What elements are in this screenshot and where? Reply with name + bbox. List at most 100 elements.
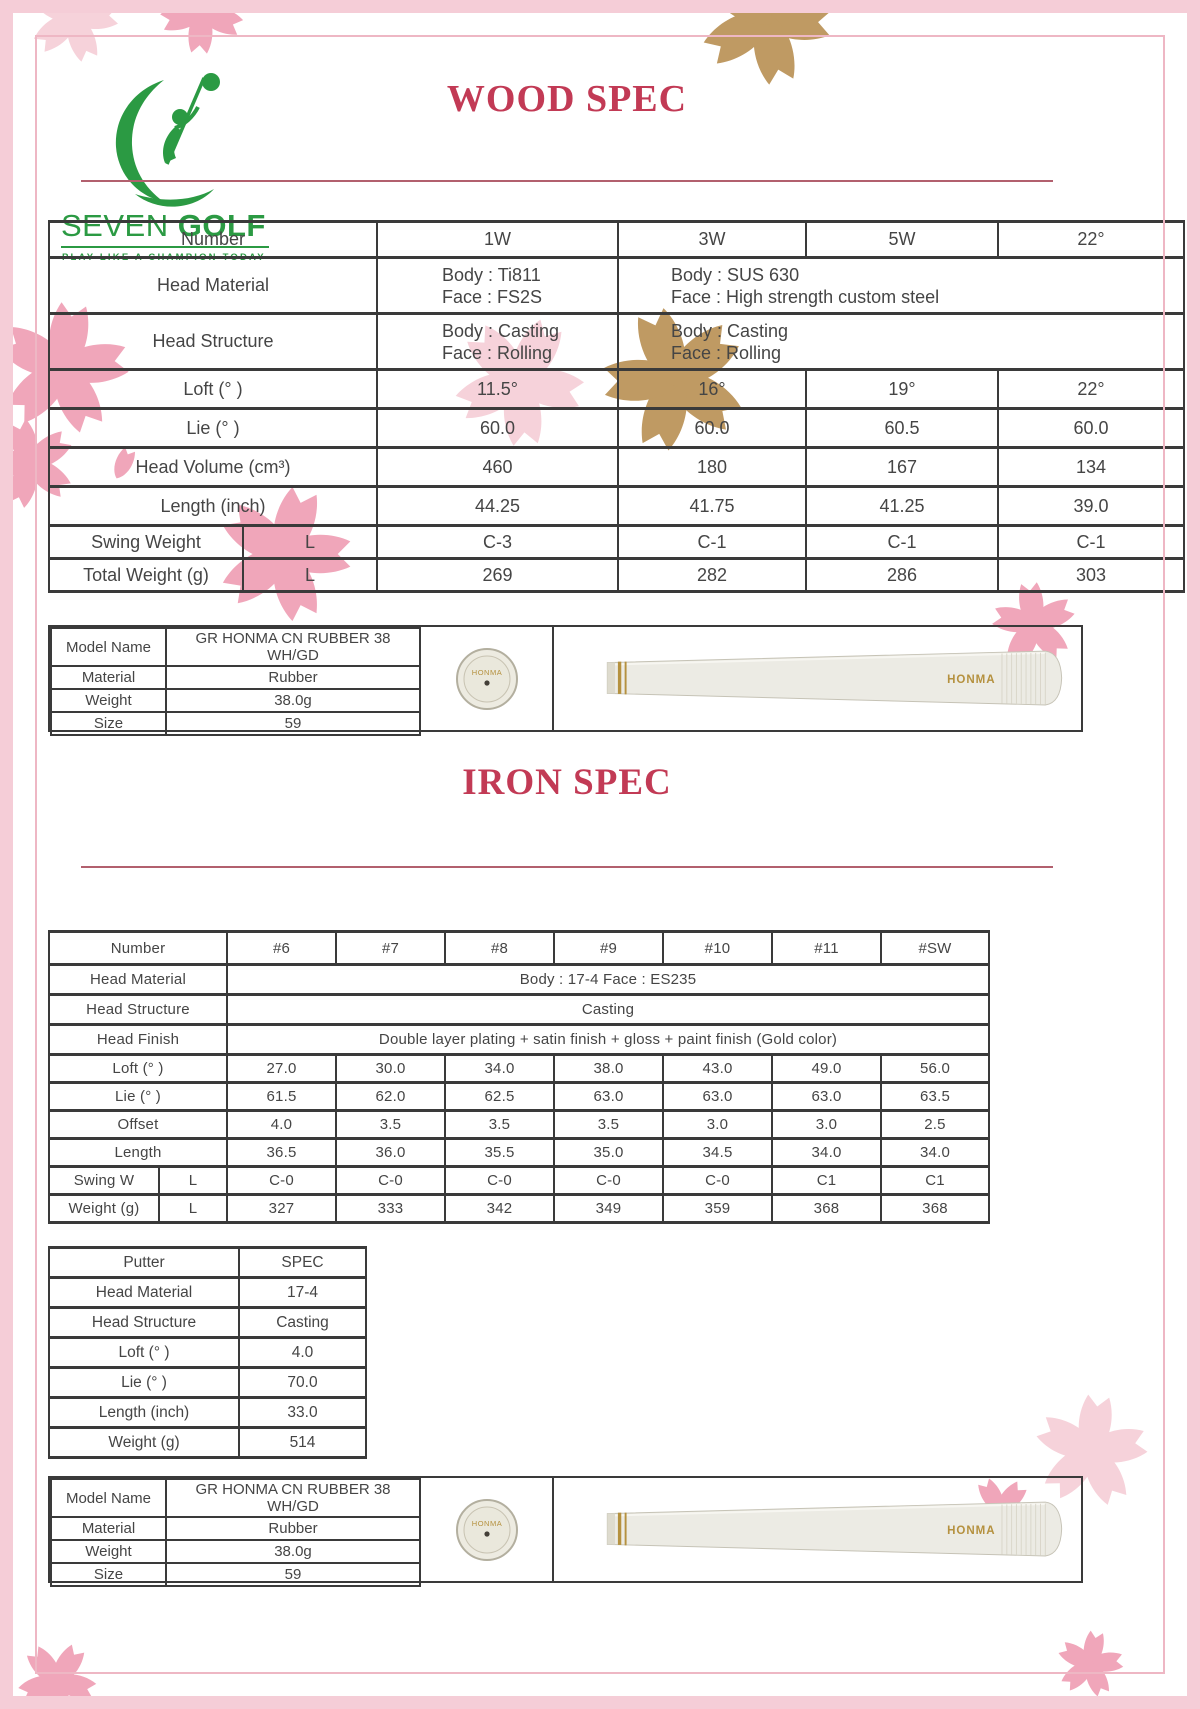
cell-weight: 359 xyxy=(662,1193,773,1224)
table-row: Loft (° ) 27.0 30.0 34.0 38.0 43.0 49.0 … xyxy=(48,1053,990,1084)
grip-cap-icon: HONMA xyxy=(455,647,518,710)
cell-head-structure-rest: Body : Casting Face : Rolling xyxy=(617,312,1185,371)
row-label: Weight xyxy=(50,688,167,713)
cell-loft: 49.0 xyxy=(771,1053,882,1084)
row-label: Length (inch) xyxy=(48,485,378,527)
grip-end-cap-image: HONMA xyxy=(421,627,554,730)
table-row: Weight 38.0g xyxy=(50,1539,421,1564)
row-label: Lie (° ) xyxy=(48,407,378,449)
cell-swing: C-0 xyxy=(553,1165,664,1196)
row-label: Head Structure xyxy=(48,1306,240,1339)
row-label: Head Structure xyxy=(48,993,228,1026)
cell-swing: C-3 xyxy=(376,524,619,560)
content-area: SEVEN GOLF PLAY LIKE A CHAMPION TODAY WO… xyxy=(13,13,1187,1696)
table-row: Swing W L C-0 C-0 C-0 C-0 C-0 C1 C1 xyxy=(48,1165,990,1196)
table-row: Total Weight (g) L 269 282 286 303 xyxy=(48,557,1185,593)
cell-loft: 56.0 xyxy=(880,1053,990,1084)
row-label: Head Material xyxy=(48,1276,240,1309)
table-row: Length (inch) 44.25 41.75 41.25 39.0 xyxy=(48,485,1185,527)
cell-line: WH/GD xyxy=(267,1498,319,1515)
cell-model-name: GR HONMA CN RUBBER 38 WH/GD xyxy=(165,1478,421,1518)
cell-length: 35.5 xyxy=(444,1137,555,1168)
row-label: Number xyxy=(48,930,228,966)
cell-lie: 63.5 xyxy=(880,1081,990,1112)
row-label: Size xyxy=(50,711,167,736)
cell-value: 17-4 xyxy=(238,1276,367,1309)
cell-length: 35.0 xyxy=(553,1137,664,1168)
row-label: Loft (° ) xyxy=(48,1053,228,1084)
cell-head-material: Body : 17-4 Face : ES235 xyxy=(226,963,990,996)
cell-loft: 27.0 xyxy=(226,1053,337,1084)
grip-side-image: HONMA xyxy=(554,1478,1081,1581)
cap-brand-text: HONMA xyxy=(471,668,501,677)
cell-header: SPEC xyxy=(238,1246,367,1279)
row-label: Lie (° ) xyxy=(48,1366,240,1399)
row-label: Offset xyxy=(48,1109,228,1140)
cell-weight: 38.0g xyxy=(165,1539,421,1564)
cell-head-structure-1w: Body : Casting Face : Rolling xyxy=(376,312,619,371)
cell-lie: 62.0 xyxy=(335,1081,446,1112)
table-row: Number #6 #7 #8 #9 #10 #11 #SW xyxy=(48,930,990,966)
table-row: Weight 38.0g xyxy=(50,688,421,713)
table-row: Model Name GR HONMA CN RUBBER 38 WH/GD xyxy=(50,1478,421,1518)
row-label: Weight (g) xyxy=(48,1193,160,1224)
cell-loft: 11.5° xyxy=(376,368,619,410)
table-row: Size 59 xyxy=(50,711,421,736)
cell-loft: 16° xyxy=(617,368,807,410)
cell-loft: 34.0 xyxy=(444,1053,555,1084)
cell-value: 514 xyxy=(238,1426,367,1459)
cell-length: 41.75 xyxy=(617,485,807,527)
cell-swing: C1 xyxy=(880,1165,990,1196)
grip-spec-box-wood: Model Name GR HONMA CN RUBBER 38 WH/GD M… xyxy=(48,625,1083,736)
golf-grip-icon: HONMA xyxy=(606,650,1063,706)
cell-line: GR HONMA CN RUBBER 38 xyxy=(195,1481,391,1498)
table-row: Material Rubber xyxy=(50,1516,421,1541)
cell-total: 286 xyxy=(805,557,999,593)
cell-loft: 19° xyxy=(805,368,999,410)
cell-weight: 342 xyxy=(444,1193,555,1224)
row-label: Swing W xyxy=(48,1165,160,1196)
wood-title-rule xyxy=(81,180,1053,182)
cell-volume: 460 xyxy=(376,446,619,488)
cell-weight: 38.0g xyxy=(165,688,421,713)
iron-spec-table: Number #6 #7 #8 #9 #10 #11 #SW Head Mate… xyxy=(48,930,990,1224)
cell-length: 36.0 xyxy=(335,1137,446,1168)
cell-number: #SW xyxy=(880,930,990,966)
cell-line: Face : FS2S xyxy=(442,286,543,307)
wood-spec-table: Number 1W 3W 5W 22° Head Material Body :… xyxy=(48,220,1185,593)
cell-offset: 3.5 xyxy=(444,1109,555,1140)
cell-total: 282 xyxy=(617,557,807,593)
row-label: Swing Weight xyxy=(48,524,244,560)
cell-swing: C-0 xyxy=(662,1165,773,1196)
grip-cap-icon: HONMA xyxy=(455,1498,518,1561)
grip-brand-text: HONMA xyxy=(947,1525,995,1537)
row-label: Length xyxy=(48,1137,228,1168)
cell-offset: 3.0 xyxy=(662,1109,773,1140)
cell-total: 269 xyxy=(376,557,619,593)
table-row: Offset 4.0 3.5 3.5 3.5 3.0 3.0 2.5 xyxy=(48,1109,990,1140)
row-label: Loft (° ) xyxy=(48,1336,240,1369)
cell-offset: 4.0 xyxy=(226,1109,337,1140)
cell-number: #7 xyxy=(335,930,446,966)
cell-lie: 63.0 xyxy=(662,1081,773,1112)
cell-length: 34.5 xyxy=(662,1137,773,1168)
cell-lie: 60.0 xyxy=(376,407,619,449)
cell-lie: 62.5 xyxy=(444,1081,555,1112)
grip-side-image: HONMA xyxy=(554,627,1081,730)
cell-loft: 43.0 xyxy=(662,1053,773,1084)
cell-swing: C1 xyxy=(771,1165,882,1196)
table-row: Swing Weight L C-3 C-1 C-1 C-1 xyxy=(48,524,1185,560)
table-row: Material Rubber xyxy=(50,665,421,690)
table-row: Putter SPEC xyxy=(48,1246,367,1279)
cell-number: #8 xyxy=(444,930,555,966)
cell-length: 44.25 xyxy=(376,485,619,527)
cell-head-material-1w: Body : Ti811 Face : FS2S xyxy=(376,256,619,315)
cell-weight: 333 xyxy=(335,1193,446,1224)
row-label: Number xyxy=(48,220,378,259)
row-label: Total Weight (g) xyxy=(48,557,244,593)
iron-spec-title: IRON SPEC xyxy=(462,762,672,803)
cell-number: #10 xyxy=(662,930,773,966)
cell-length: 34.0 xyxy=(880,1137,990,1168)
cell-value: Casting xyxy=(238,1306,367,1339)
cell-loft: 30.0 xyxy=(335,1053,446,1084)
